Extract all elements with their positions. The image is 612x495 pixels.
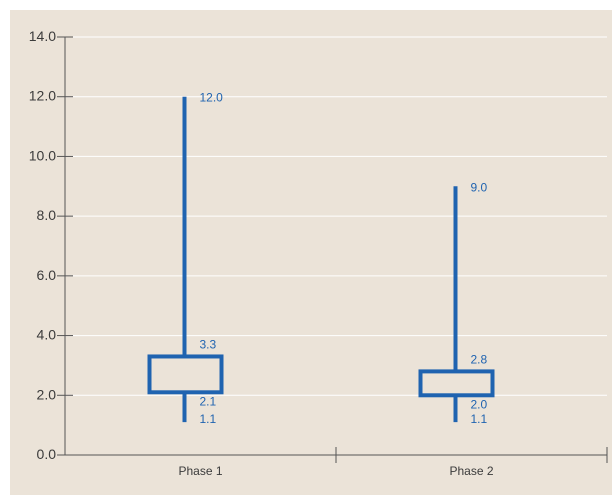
box-2: 9.0 2.8 2.01.1 xyxy=(418,180,495,426)
q3-label: 2.8 xyxy=(471,352,488,366)
max-label: 12.0 xyxy=(200,91,224,105)
iqr-box xyxy=(418,369,495,398)
y-axis-ticks: 0.0 2.0 4.0 6.0 8.0 10.0 12.0 14.0 xyxy=(29,28,73,462)
y-tick-label: 8.0 xyxy=(37,207,57,223)
q3-label: 3.3 xyxy=(200,337,217,351)
y-tick-label: 4.0 xyxy=(37,327,57,343)
min-label: 1.1 xyxy=(471,412,488,426)
y-tick-label: 10.0 xyxy=(29,147,56,163)
iqr-box xyxy=(147,354,224,395)
max-label: 9.0 xyxy=(471,180,488,194)
boxes: 12.03.32.11.19.02.82.01.1 xyxy=(147,91,495,426)
y-tick-label: 0.0 xyxy=(37,446,57,462)
min-label: 1.1 xyxy=(200,412,217,426)
y-tick-label: 2.0 xyxy=(37,386,57,402)
q1-label: 2.1 xyxy=(200,394,217,408)
q1-label: 2.0 xyxy=(471,397,488,411)
x-tick-label: Phase 2 xyxy=(449,464,493,478)
gridlines xyxy=(65,36,607,396)
x-axis-ticks: Phase 1 Phase 2 xyxy=(178,447,608,478)
y-tick-label: 14.0 xyxy=(29,28,56,44)
box-1: 12.0 3.3 2.1 1.1 xyxy=(147,91,224,426)
y-tick-label: 6.0 xyxy=(37,267,57,283)
x-tick-label: Phase 1 xyxy=(178,464,222,478)
chart-background xyxy=(10,10,612,495)
y-tick-label: 12.0 xyxy=(29,88,56,104)
